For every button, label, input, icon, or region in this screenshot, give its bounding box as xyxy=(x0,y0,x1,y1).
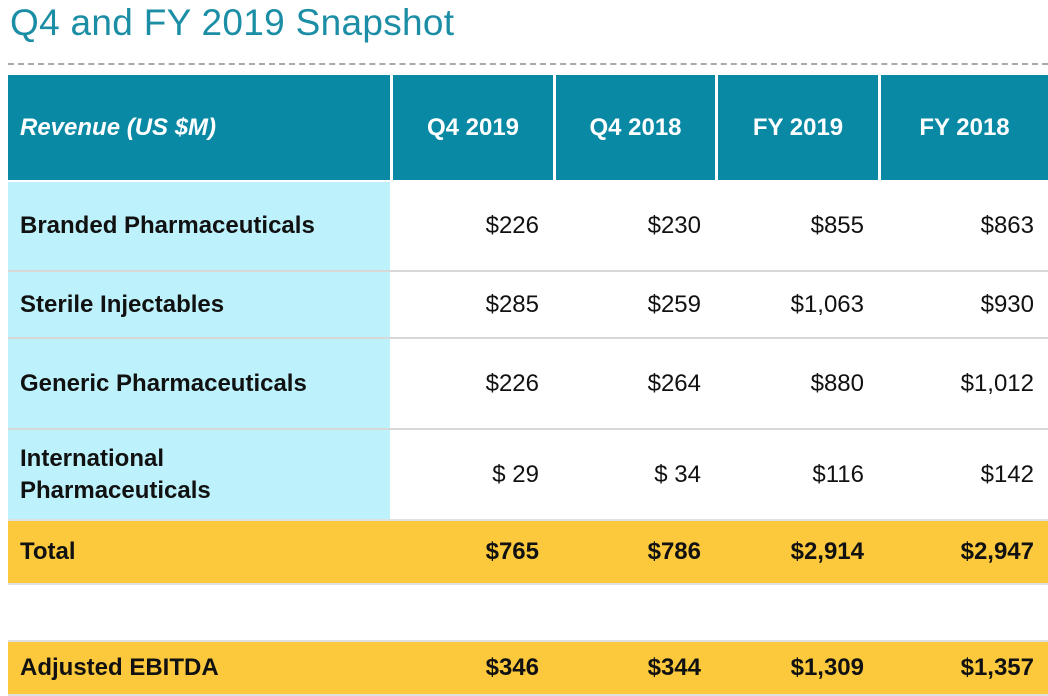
header-revenue: Revenue (US $M) xyxy=(8,75,390,180)
header-fy-2019: FY 2019 xyxy=(718,75,878,180)
row-sterile: Sterile Injectables $285 $259 $1,063 $930 xyxy=(8,272,1048,339)
row-label: International Pharmaceuticals xyxy=(8,430,390,520)
value-cell: $285 xyxy=(485,290,539,318)
value-cell: $1,012 xyxy=(960,369,1034,397)
value-cell: $1,309 xyxy=(715,642,878,694)
row-adjusted-ebitda: Adjusted EBITDA $346 $344 $1,309 $1,357 xyxy=(8,640,1048,696)
value-cell: $226 xyxy=(485,212,539,239)
value-cell: $2,914 xyxy=(715,521,878,583)
header-q4-2018: Q4 2018 xyxy=(556,75,715,180)
value-cell: $ 34 xyxy=(654,461,701,488)
value-cell: $930 xyxy=(980,290,1034,318)
value-cell: $264 xyxy=(647,369,701,397)
row-label: Branded Pharmaceuticals xyxy=(8,182,390,270)
value-cell: $863 xyxy=(980,212,1034,239)
row-label: Adjusted EBITDA xyxy=(8,642,390,694)
value-cell: $116 xyxy=(812,461,864,488)
table-header: Revenue (US $M) Q4 2019 Q4 2018 FY 2019 … xyxy=(8,75,1048,180)
row-label: Sterile Injectables xyxy=(8,272,390,337)
value-cell: $230 xyxy=(647,212,701,239)
value-cell: $346 xyxy=(390,642,553,694)
divider xyxy=(8,63,1048,65)
value-cell: $765 xyxy=(390,521,553,583)
value-cell: $344 xyxy=(553,642,715,694)
row-label: Total xyxy=(8,521,390,583)
value-cell: $1,063 xyxy=(790,290,864,318)
page-title: Q4 and FY 2019 Snapshot xyxy=(10,2,455,43)
header-q4-2019: Q4 2019 xyxy=(393,75,553,180)
value-cell: $2,947 xyxy=(878,521,1048,583)
row-total: Total $765 $786 $2,914 $2,947 xyxy=(8,519,1048,585)
row-label: Generic Pharmaceuticals xyxy=(8,339,390,428)
value-cell: $855 xyxy=(810,212,864,239)
row-branded: Branded Pharmaceuticals $226 $230 $855 $863 xyxy=(8,182,1048,272)
value-cell: $259 xyxy=(647,290,701,318)
value-cell: $142 xyxy=(980,461,1034,488)
value-cell: $226 xyxy=(485,369,539,397)
row-international: International Pharmaceuticals $ 29 $ 34 $11… xyxy=(8,430,1048,520)
value-cell: $1,357 xyxy=(878,642,1048,694)
value-cell: $ 29 xyxy=(492,461,539,488)
header-fy-2018: FY 2018 xyxy=(881,75,1048,180)
value-cell: $880 xyxy=(810,369,864,397)
value-cell: $786 xyxy=(553,521,715,583)
row-generic: Generic Pharmaceuticals $226 $264 $880 $1,01… xyxy=(8,339,1048,430)
